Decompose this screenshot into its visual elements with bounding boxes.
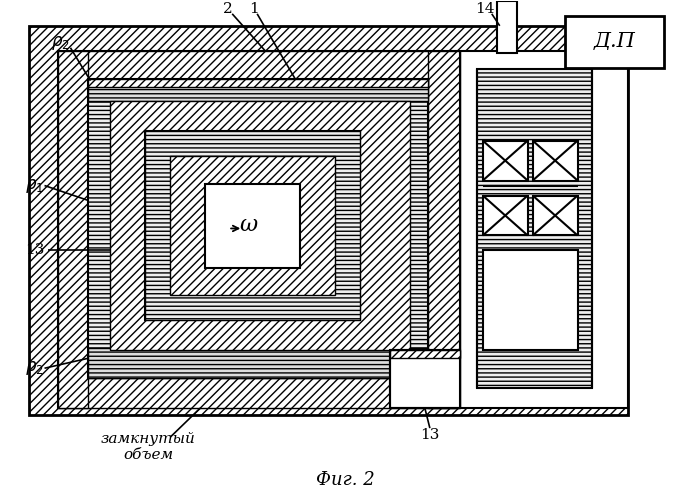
Bar xyxy=(428,51,460,408)
Bar xyxy=(145,130,360,320)
Bar xyxy=(390,350,460,408)
Bar xyxy=(205,184,300,268)
Text: 14: 14 xyxy=(475,2,495,16)
Bar xyxy=(88,348,428,378)
Text: $\rho_2$: $\rho_2$ xyxy=(51,34,70,52)
Bar xyxy=(145,130,360,320)
Text: 13: 13 xyxy=(420,428,439,442)
Bar xyxy=(59,51,458,408)
Bar xyxy=(59,51,88,408)
Bar xyxy=(88,78,428,378)
Bar xyxy=(565,16,665,68)
Bar xyxy=(59,51,458,78)
Bar xyxy=(390,350,460,358)
Bar xyxy=(28,26,627,415)
Bar xyxy=(170,156,335,296)
Text: замкнутый
объем: замкнутый объем xyxy=(101,432,196,462)
Text: 1: 1 xyxy=(249,2,259,16)
Bar xyxy=(460,51,627,408)
Bar xyxy=(483,196,528,235)
Bar xyxy=(88,78,428,86)
Text: 2: 2 xyxy=(223,2,233,16)
Bar xyxy=(111,100,410,350)
Bar xyxy=(533,140,578,180)
Bar xyxy=(483,250,578,350)
Text: Д.П: Д.П xyxy=(594,32,636,52)
Text: Фиг. 2: Фиг. 2 xyxy=(316,471,375,489)
Bar xyxy=(497,1,517,53)
Bar xyxy=(483,140,528,180)
Text: 13: 13 xyxy=(25,244,44,258)
Bar xyxy=(533,196,578,235)
Text: ω: ω xyxy=(239,214,257,236)
Text: $\rho_1$: $\rho_1$ xyxy=(25,176,44,194)
Bar xyxy=(477,68,591,388)
Text: $\rho_2$: $\rho_2$ xyxy=(25,359,44,377)
Bar xyxy=(59,378,458,408)
Bar xyxy=(88,78,428,100)
